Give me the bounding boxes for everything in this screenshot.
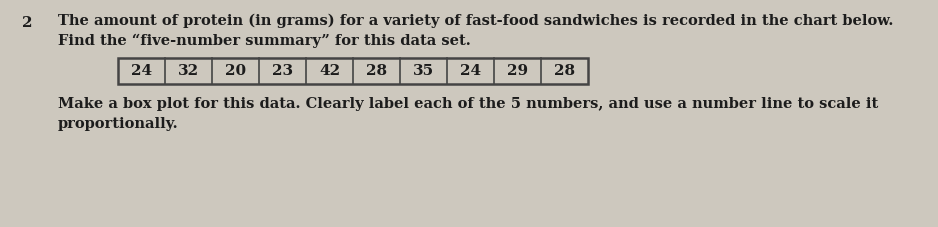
Text: 2: 2: [22, 16, 33, 30]
Text: 24: 24: [131, 64, 152, 78]
Text: Make a box plot for this data. Clearly label each of the 5 numbers, and use a nu: Make a box plot for this data. Clearly l…: [58, 97, 878, 111]
Text: The amount of protein (in grams) for a variety of fast-food sandwiches is record: The amount of protein (in grams) for a v…: [58, 14, 893, 28]
Text: 42: 42: [319, 64, 340, 78]
Text: proportionally.: proportionally.: [58, 117, 178, 131]
Text: 24: 24: [460, 64, 481, 78]
Text: 20: 20: [225, 64, 246, 78]
Text: 29: 29: [507, 64, 528, 78]
Bar: [118, 58, 588, 84]
Text: 32: 32: [178, 64, 199, 78]
Text: 23: 23: [272, 64, 293, 78]
Text: 28: 28: [554, 64, 575, 78]
Text: 28: 28: [366, 64, 387, 78]
Text: 35: 35: [413, 64, 434, 78]
Text: Find the “five-number summary” for this data set.: Find the “five-number summary” for this …: [58, 34, 471, 48]
